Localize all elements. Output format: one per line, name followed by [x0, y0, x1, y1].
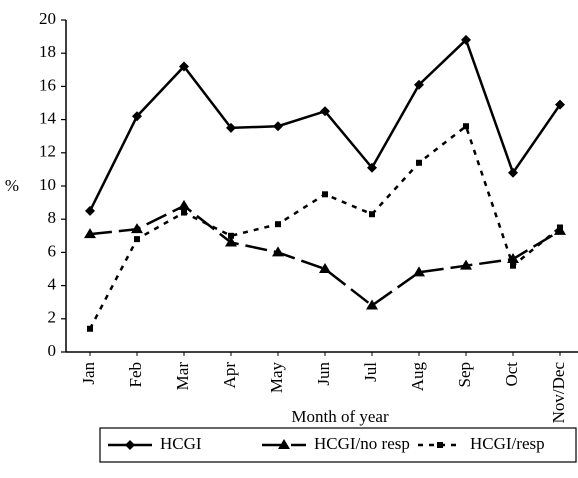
data-point: [273, 121, 283, 132]
y-tick-label: 4: [48, 275, 57, 294]
legend-label: HCGI: [160, 434, 202, 453]
data-point: [461, 34, 471, 45]
x-tick-label: Jul: [361, 362, 380, 382]
y-tick-label: 2: [48, 308, 57, 327]
x-tick-label: Jan: [79, 362, 98, 385]
y-tick-label: 12: [39, 142, 56, 161]
data-point: [413, 266, 425, 277]
data-point: [322, 191, 328, 198]
y-tick-label: 20: [39, 9, 56, 28]
y-axis-label: %: [5, 176, 19, 195]
x-tick-label: May: [267, 362, 286, 394]
data-point: [366, 299, 378, 310]
y-tick-label: 18: [39, 42, 56, 61]
data-point: [463, 123, 469, 130]
data-point: [319, 263, 331, 273]
data-point: [320, 106, 330, 117]
data-point: [414, 79, 424, 90]
data-point: [272, 246, 284, 257]
data-point: [87, 325, 93, 332]
x-tick-label: Sep: [455, 362, 474, 388]
legend-label: HCGI/no resp: [314, 434, 410, 453]
legend-marker: [278, 439, 290, 449]
data-point: [275, 221, 281, 228]
y-tick-label: 10: [39, 175, 56, 194]
x-axis-label: Month of year: [291, 407, 389, 426]
series-line: [88, 124, 561, 330]
data-point: [132, 111, 142, 122]
x-tick-label: Jun: [314, 362, 333, 386]
legend-box: [99, 427, 577, 463]
data-point: [508, 167, 518, 178]
data-point: [507, 253, 519, 264]
data-point: [84, 228, 96, 239]
legend-label: HCGI/resp: [470, 434, 545, 453]
x-tick-label: Aug: [408, 362, 427, 392]
legend-marker: [437, 442, 443, 448]
data-point: [416, 159, 422, 166]
data-point: [85, 205, 95, 216]
y-tick-label: 0: [48, 341, 57, 360]
data-point: [134, 236, 140, 243]
data-point: [369, 211, 375, 218]
data-point: [555, 99, 565, 110]
data-point: [131, 223, 143, 234]
x-tick-label: Nov/Dec: [549, 362, 568, 424]
data-point: [228, 232, 234, 239]
y-tick-label: 16: [39, 75, 56, 94]
x-tick-label: Apr: [220, 362, 239, 389]
data-point: [225, 236, 237, 247]
x-tick-label: Oct: [502, 362, 521, 387]
y-tick-label: 14: [39, 109, 57, 128]
x-tick-label: Mar: [173, 362, 192, 391]
legend-marker: [125, 440, 135, 450]
data-point: [226, 122, 236, 133]
series-line: [89, 204, 561, 308]
data-point: [510, 262, 516, 269]
x-tick-label: Feb: [126, 362, 145, 388]
data-point: [367, 162, 377, 173]
y-tick-label: 8: [48, 208, 57, 227]
y-tick-label: 6: [48, 241, 57, 260]
data-point: [178, 199, 190, 210]
data-point: [181, 209, 187, 216]
data-point: [179, 61, 189, 72]
data-point: [460, 259, 472, 270]
series-line: [88, 37, 562, 212]
data-point: [557, 224, 563, 231]
